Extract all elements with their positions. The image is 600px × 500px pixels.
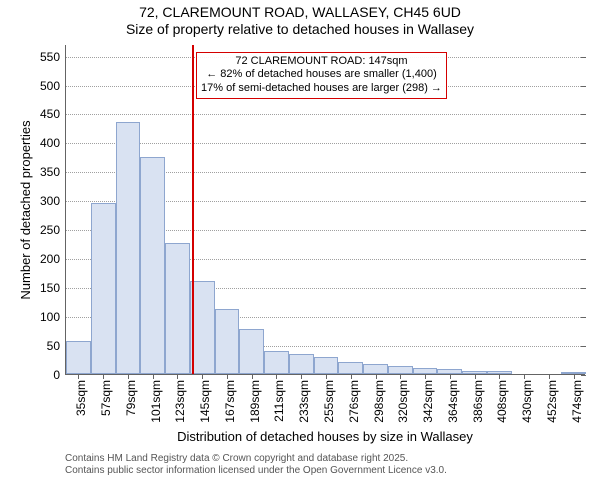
chart-container: 72, CLAREMOUNT ROAD, WALLASEY, CH45 6UD … (0, 0, 600, 500)
gridline (66, 143, 585, 144)
footer-line1: Contains HM Land Registry data © Crown c… (65, 453, 447, 465)
ytick-label: 50 (47, 339, 66, 353)
xtick-label: 57sqm (99, 380, 113, 416)
marker-line (192, 45, 194, 374)
ytick-label: 100 (40, 310, 66, 324)
xtick-mark (326, 374, 327, 379)
plot-area: 05010015020025030035040045050055035sqm57… (65, 45, 585, 375)
histogram-bar (165, 243, 190, 374)
xtick-mark (78, 374, 79, 379)
annotation-line: 72 CLAREMOUNT ROAD: 147sqm (201, 55, 442, 69)
xtick-label: 189sqm (248, 380, 262, 423)
xtick-mark (425, 374, 426, 379)
xtick-mark (128, 374, 129, 379)
xtick-mark (400, 374, 401, 379)
ytick-label: 400 (40, 136, 66, 150)
xtick-label: 364sqm (446, 380, 460, 423)
annotation-line: ← 82% of detached houses are smaller (1,… (201, 68, 442, 82)
xtick-label: 167sqm (223, 380, 237, 423)
ytick-mark (581, 317, 586, 318)
xtick-mark (549, 374, 550, 379)
title-line1: 72, CLAREMOUNT ROAD, WALLASEY, CH45 6UD (0, 4, 600, 21)
xtick-mark (574, 374, 575, 379)
ytick-mark (581, 375, 586, 376)
xtick-label: 298sqm (372, 380, 386, 423)
histogram-bar (91, 203, 116, 374)
ytick-label: 150 (40, 281, 66, 295)
xtick-label: 430sqm (520, 380, 534, 423)
title-line2: Size of property relative to detached ho… (0, 21, 600, 38)
histogram-bar (66, 341, 91, 374)
histogram-bar (239, 329, 264, 374)
x-axis-label: Distribution of detached houses by size … (65, 429, 585, 444)
xtick-label: 211sqm (272, 380, 286, 422)
xtick-mark (524, 374, 525, 379)
ytick-mark (581, 230, 586, 231)
y-axis-label: Number of detached properties (18, 120, 33, 299)
ytick-label: 0 (53, 368, 66, 382)
ytick-mark (581, 143, 586, 144)
ytick-mark (581, 86, 586, 87)
xtick-label: 123sqm (173, 380, 187, 423)
annotation-line: 17% of semi-detached houses are larger (… (201, 82, 442, 96)
ytick-label: 350 (40, 165, 66, 179)
xtick-label: 276sqm (347, 380, 361, 423)
ytick-mark (581, 346, 586, 347)
histogram-bar (388, 366, 413, 374)
xtick-label: 35sqm (74, 380, 88, 416)
histogram-bar (264, 351, 289, 374)
xtick-label: 452sqm (545, 380, 559, 423)
xtick-label: 320sqm (396, 380, 410, 423)
xtick-label: 408sqm (495, 380, 509, 423)
xtick-mark (351, 374, 352, 379)
xtick-mark (376, 374, 377, 379)
ytick-label: 500 (40, 79, 66, 93)
xtick-label: 79sqm (124, 380, 138, 416)
xtick-label: 255sqm (322, 380, 336, 423)
histogram-bar (289, 354, 314, 374)
xtick-label: 342sqm (421, 380, 435, 423)
xtick-mark (153, 374, 154, 379)
histogram-bar (314, 357, 339, 374)
histogram-bar (363, 364, 388, 374)
ytick-mark (581, 114, 586, 115)
histogram-bar (215, 309, 240, 374)
ytick-label: 450 (40, 107, 66, 121)
ytick-mark (581, 288, 586, 289)
xtick-label: 386sqm (471, 380, 485, 423)
xtick-mark (499, 374, 500, 379)
footer-attribution: Contains HM Land Registry data © Crown c… (65, 453, 447, 477)
xtick-mark (276, 374, 277, 379)
ytick-mark (581, 259, 586, 260)
xtick-mark (177, 374, 178, 379)
ytick-mark (581, 57, 586, 58)
xtick-mark (252, 374, 253, 379)
histogram-bar (116, 122, 141, 374)
xtick-mark (301, 374, 302, 379)
title-block: 72, CLAREMOUNT ROAD, WALLASEY, CH45 6UD … (0, 0, 600, 38)
xtick-mark (103, 374, 104, 379)
histogram-bar (140, 157, 165, 374)
xtick-mark (475, 374, 476, 379)
ytick-mark (581, 172, 586, 173)
xtick-label: 101sqm (149, 380, 163, 423)
ytick-label: 550 (40, 50, 66, 64)
ytick-label: 200 (40, 252, 66, 266)
ytick-mark (581, 201, 586, 202)
histogram-bar (338, 362, 363, 374)
ytick-label: 300 (40, 194, 66, 208)
footer-line2: Contains public sector information licen… (65, 465, 447, 477)
xtick-mark (450, 374, 451, 379)
gridline (66, 114, 585, 115)
annotation-box: 72 CLAREMOUNT ROAD: 147sqm← 82% of detac… (196, 52, 447, 99)
xtick-label: 145sqm (198, 380, 212, 423)
ytick-label: 250 (40, 223, 66, 237)
xtick-mark (202, 374, 203, 379)
xtick-label: 474sqm (570, 380, 584, 423)
xtick-mark (227, 374, 228, 379)
xtick-label: 233sqm (297, 380, 311, 423)
